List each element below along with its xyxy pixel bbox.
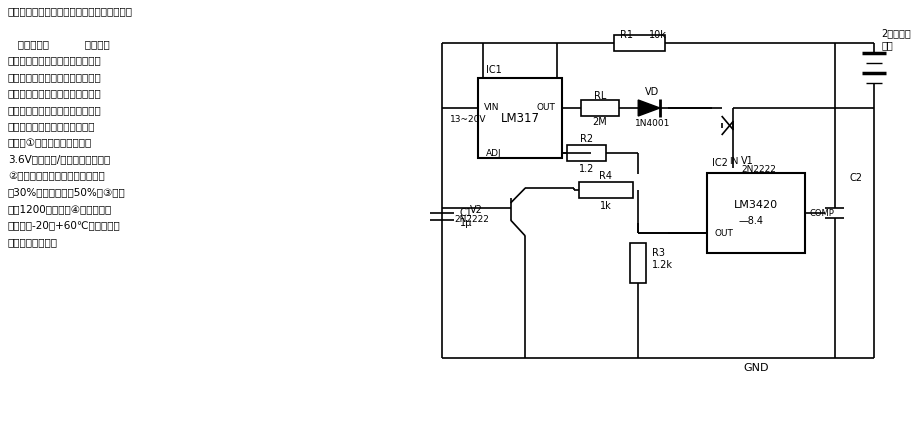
- Text: ADJ: ADJ: [486, 148, 501, 158]
- Text: COMP: COMP: [809, 208, 834, 218]
- Text: V1: V1: [741, 156, 754, 166]
- Bar: [566, 145, 606, 161]
- Text: 3.6V、是镍氢/镍镉电池的三倍。: 3.6V、是镍氢/镍镉电池的三倍。: [8, 155, 110, 165]
- Text: IC1: IC1: [486, 65, 501, 75]
- Text: R1: R1: [620, 30, 633, 40]
- Text: V2: V2: [469, 205, 482, 215]
- Bar: [630, 243, 646, 283]
- Text: 态出现，电池因此而得名。锂离子: 态出现，电池因此而得名。锂离子: [8, 105, 102, 115]
- Text: 1.2: 1.2: [578, 164, 594, 174]
- Bar: [579, 182, 633, 198]
- Text: OUT: OUT: [537, 103, 555, 113]
- Text: R4: R4: [599, 171, 612, 181]
- Text: R3: R3: [652, 248, 665, 258]
- Text: 1N4001: 1N4001: [635, 120, 670, 128]
- Polygon shape: [639, 100, 660, 116]
- Text: VIN: VIN: [484, 103, 500, 113]
- Text: R2: R2: [579, 134, 593, 144]
- Text: 可达1200次以上。④允许工作温: 可达1200次以上。④允许工作温: [8, 204, 113, 214]
- Text: 度范围（-20～+60℃）很宽，可: 度范围（-20～+60℃）很宽，可: [8, 220, 121, 230]
- Text: 优点：①单体电池工作电压为: 优点：①单体电池工作电压为: [8, 138, 92, 148]
- Text: 2N2222: 2N2222: [741, 166, 776, 174]
- Text: GND: GND: [743, 363, 769, 373]
- Text: —8.4: —8.4: [738, 216, 764, 226]
- Text: 2M: 2M: [593, 117, 608, 127]
- Text: LM3420: LM3420: [734, 200, 778, 210]
- Text: IC2: IC2: [712, 158, 727, 168]
- Text: 本电路用于专门对两只锂离子电池进行充电。: 本电路用于专门对两只锂离子电池进行充电。: [8, 6, 133, 16]
- Text: RL: RL: [594, 91, 606, 101]
- Bar: [707, 173, 805, 253]
- Text: 墨晶体，阴极通常为二氧化钴锂。: 墨晶体，阴极通常为二氧化钴锂。: [8, 72, 102, 82]
- Text: ②在容量相同的情况下，体积可减: ②在容量相同的情况下，体积可减: [8, 171, 104, 181]
- Text: VD: VD: [645, 87, 660, 97]
- Text: 13~20V: 13~20V: [449, 116, 486, 124]
- Text: OUT: OUT: [715, 229, 734, 237]
- Text: 电路示于图           锂离子电: 电路示于图 锂离子电: [8, 39, 110, 49]
- Text: 电池与镍氢镍镉电池相比有以下: 电池与镍氢镍镉电池相比有以下: [8, 121, 95, 131]
- Text: C1: C1: [459, 208, 472, 218]
- Text: 在充放电反应中，锂永远以离子形: 在充放电反应中，锂永远以离子形: [8, 88, 102, 99]
- Bar: [479, 78, 562, 158]
- Text: 2只锂离子: 2只锂离子: [882, 28, 911, 38]
- Text: 池轻薄短小且容量大，其阳极为石: 池轻薄短小且容量大，其阳极为石: [8, 56, 102, 66]
- Text: 1.2k: 1.2k: [652, 260, 673, 270]
- Text: IN: IN: [728, 156, 738, 166]
- Text: LM317: LM317: [501, 112, 540, 124]
- Text: 2N2222: 2N2222: [454, 215, 489, 225]
- Bar: [581, 100, 619, 116]
- Text: 10k: 10k: [649, 30, 667, 40]
- Text: 1k: 1k: [600, 201, 612, 211]
- Text: 大电流快速充电。: 大电流快速充电。: [8, 237, 58, 247]
- Bar: [614, 35, 664, 51]
- Text: 小30%，重量可降低50%。③寿命: 小30%，重量可降低50%。③寿命: [8, 187, 125, 198]
- Text: C2: C2: [849, 173, 862, 183]
- Text: 电池: 电池: [882, 40, 893, 50]
- Text: 1μ: 1μ: [459, 218, 472, 228]
